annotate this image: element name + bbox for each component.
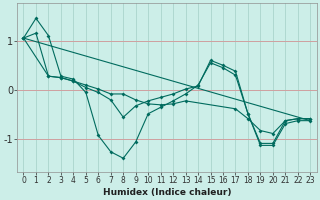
X-axis label: Humidex (Indice chaleur): Humidex (Indice chaleur) xyxy=(103,188,231,197)
